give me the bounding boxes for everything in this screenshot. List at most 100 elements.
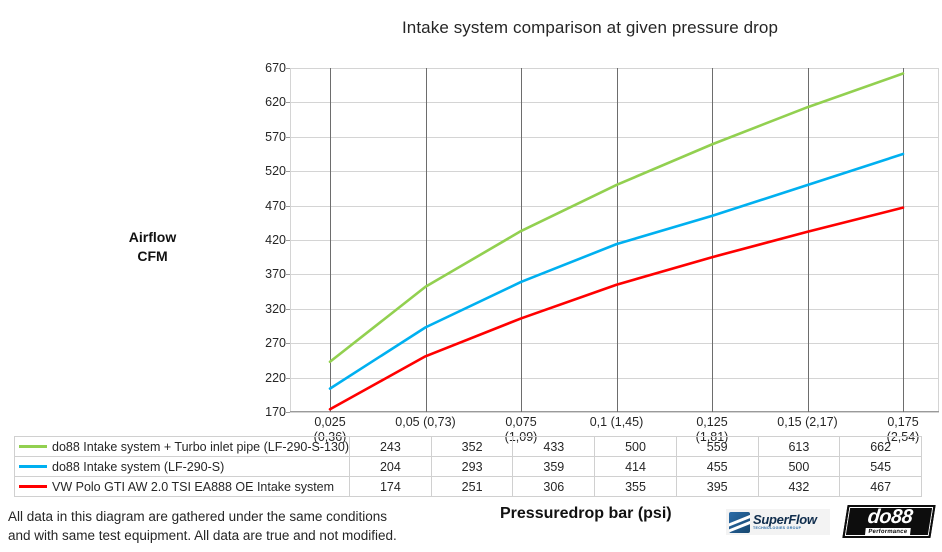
category-line <box>521 68 522 412</box>
y-axis-tick-label: 170 <box>265 405 286 419</box>
gridline <box>290 412 939 413</box>
gridline <box>290 171 939 173</box>
disclaimer-text: All data in this diagram are gathered un… <box>8 507 468 545</box>
y-axis-tick-label: 370 <box>265 267 286 282</box>
table-value-cell: 613 <box>757 436 841 457</box>
category-line <box>903 68 904 412</box>
x-axis-tick-label: 0,1 (1,45) <box>572 415 662 430</box>
table-value-cell: 243 <box>349 436 432 457</box>
x-axis-tick-label-line: 0,025 <box>314 415 346 429</box>
x-axis-tick-label-line: 0,175 <box>887 415 919 429</box>
y-axis-tick-mark <box>286 136 290 138</box>
legend-color-swatch <box>19 445 47 448</box>
table-value-cell: 500 <box>594 436 677 457</box>
y-axis-tick-label: 620 <box>265 95 286 110</box>
disclaimer-line-2: and with same test equipment. All data a… <box>8 528 397 543</box>
table-value-cell: 395 <box>675 476 759 497</box>
gridline <box>290 68 939 69</box>
y-axis-tick-label: 520 <box>265 164 286 179</box>
do88-logo: do88 Performance <box>842 505 936 538</box>
y-axis-tick-mark <box>286 240 290 241</box>
do88-tagline: Performance <box>864 528 911 536</box>
table-value-cell: 432 <box>757 476 841 497</box>
superflow-mark-icon <box>729 511 750 533</box>
table-row: do88 Intake system + Turbo inlet pipe (L… <box>13 436 922 457</box>
y-axis-tick-mark <box>286 377 290 379</box>
superflow-name: SuperFlow <box>753 511 817 527</box>
table-value-cell: 355 <box>594 476 677 497</box>
chart-title: Intake system comparison at given pressu… <box>401 18 779 37</box>
category-line <box>807 68 809 412</box>
superflow-wordmark: SuperFlow TECHNOLOGIES GROUP <box>753 511 817 531</box>
y-axis-tick-label: 270 <box>265 336 286 351</box>
gridline <box>290 377 939 379</box>
y-axis-tick-label: 220 <box>265 370 286 385</box>
legend-series-name: do88 Intake system (LF-290-S) <box>52 459 225 474</box>
table-value-cell: 251 <box>430 476 514 497</box>
table-value-cell: 174 <box>349 476 432 497</box>
table-value-cell: 352 <box>430 436 514 457</box>
y-axis-tick-label: 420 <box>265 233 286 247</box>
y-axis-tick-mark <box>286 102 290 104</box>
legend-series-name: VW Polo GTI AW 2.0 TSI EA888 OE Intake s… <box>52 479 335 494</box>
x-axis-tick-label-line: 0,05 (0,73) <box>395 415 456 429</box>
legend-color-swatch <box>19 465 47 468</box>
y-axis-tick-label: 670 <box>265 61 286 75</box>
legend-cell: VW Polo GTI AW 2.0 TSI EA888 OE Intake s… <box>13 476 351 497</box>
category-line <box>425 68 427 412</box>
y-axis-tick-mark <box>286 308 290 310</box>
plot-area <box>290 68 939 413</box>
legend-color-swatch <box>19 485 47 488</box>
legend-data-table: do88 Intake system + Turbo inlet pipe (L… <box>13 434 922 497</box>
x-axis-title: Pressuredrop bar (psi) <box>500 505 672 522</box>
y-axis-tick-label: 320 <box>265 301 286 316</box>
table-value-cell: 545 <box>839 456 922 477</box>
table-value-cell: 455 <box>675 456 759 477</box>
category-line <box>712 68 713 412</box>
gridline <box>290 136 939 138</box>
gridline <box>290 102 939 104</box>
category-line <box>330 68 331 412</box>
table-value-cell: 662 <box>839 436 922 457</box>
series-line-2 <box>328 206 905 411</box>
y-axis-tick-label: 570 <box>265 129 286 144</box>
superflow-logo: SuperFlow TECHNOLOGIES GROUP <box>726 509 830 535</box>
y-axis-title-line-1: Airflow <box>128 229 177 245</box>
table-value-cell: 500 <box>757 456 841 477</box>
gridline <box>290 308 939 310</box>
x-axis-tick-label: 0,05 (0,73) <box>381 415 471 430</box>
legend-cell: do88 Intake system (LF-290-S) <box>13 456 351 477</box>
table-value-cell: 559 <box>675 436 759 457</box>
table-value-cell: 467 <box>839 476 922 497</box>
y-axis-tick-labels: 170 220 270 320 370 420 470 520 570 620 670 <box>242 61 286 419</box>
x-axis-tick-label: 0,15 (2,17) <box>763 415 853 430</box>
y-axis-tick-label: 470 <box>265 198 286 213</box>
legend-cell: do88 Intake system + Turbo inlet pipe (L… <box>13 436 351 457</box>
legend-series-name: do88 Intake system + Turbo inlet pipe (L… <box>52 439 350 454</box>
series-lines <box>328 72 905 411</box>
x-axis-tick-label-line: 0,075 <box>505 415 537 429</box>
disclaimer-line-1: All data in this diagram are gathered un… <box>8 509 387 524</box>
gridline <box>290 274 939 276</box>
table-value-cell: 359 <box>512 456 596 477</box>
category-line <box>616 68 618 412</box>
superflow-tagline: TECHNOLOGIES GROUP <box>753 525 802 530</box>
y-axis-tick-mark <box>286 274 290 276</box>
table-row: do88 Intake system (LF-290-S) 204 293 359 41… <box>13 456 922 477</box>
do88-name: do88 <box>866 506 914 528</box>
table-row: VW Polo GTI AW 2.0 TSI EA888 OE Intake s… <box>13 476 922 497</box>
x-axis-tick-label-line: 0,15 (2,17) <box>777 415 838 429</box>
gridline <box>290 343 939 345</box>
series-line-0 <box>328 72 905 364</box>
y-axis-tick-mark <box>286 205 290 207</box>
series-line-1 <box>328 152 905 390</box>
x-axis-tick-label-line: 0,1 (1,45) <box>589 415 644 429</box>
y-axis-title: Airflow CFM <box>95 228 210 266</box>
x-axis-tick-label-line: 0,125 <box>696 415 728 429</box>
y-axis-title-line-2: CFM <box>137 248 168 264</box>
table-value-cell: 306 <box>512 476 596 497</box>
y-axis-tick-mark <box>286 343 290 345</box>
gridline <box>290 240 939 241</box>
y-axis-tick-mark <box>286 68 290 69</box>
table-value-cell: 433 <box>512 436 596 457</box>
